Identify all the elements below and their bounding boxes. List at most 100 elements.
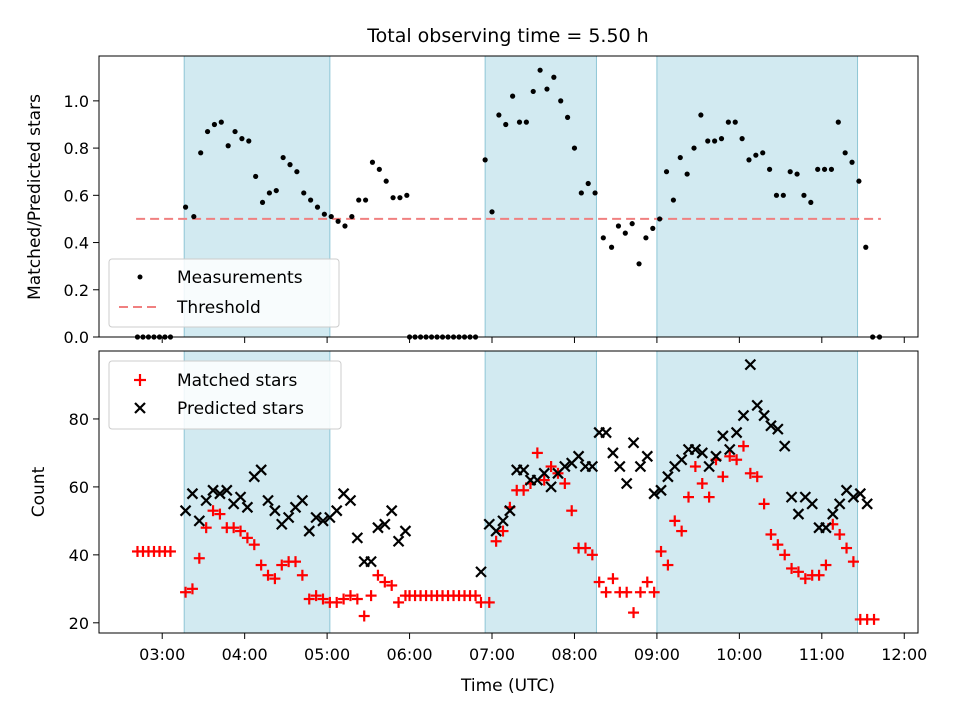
matched-point bbox=[358, 610, 370, 622]
measurement-point bbox=[218, 119, 224, 125]
measurement-point bbox=[362, 197, 369, 203]
measurement-point bbox=[670, 197, 676, 203]
top-legend: Measurements Threshold bbox=[108, 258, 340, 328]
x-tick-label: 10:00 bbox=[716, 645, 762, 664]
matched-point bbox=[470, 590, 482, 602]
matched-point bbox=[662, 559, 674, 571]
matched-point bbox=[386, 579, 398, 591]
matched-point bbox=[538, 474, 550, 486]
matched-point bbox=[559, 478, 571, 490]
bottom-y-axis-label: Count bbox=[29, 466, 49, 517]
x-tick-label: 06:00 bbox=[387, 645, 433, 664]
top-shaded-bands bbox=[183, 55, 859, 338]
predicted-point bbox=[847, 491, 860, 503]
measurement-point bbox=[287, 162, 293, 168]
matched-point bbox=[180, 586, 192, 598]
predicted-point bbox=[806, 498, 818, 510]
matched-point bbox=[799, 573, 811, 585]
measurement-point bbox=[376, 166, 382, 172]
matched-point bbox=[847, 556, 859, 568]
predicted-point bbox=[675, 453, 688, 466]
measurement-point bbox=[842, 150, 848, 156]
predicted-point bbox=[627, 436, 640, 449]
measurement-point bbox=[328, 213, 334, 220]
matched-point bbox=[621, 586, 633, 598]
figure-title: Total observing time = 5.50 h bbox=[366, 25, 648, 47]
top-x-ticks bbox=[161, 337, 905, 343]
measurement-point bbox=[622, 230, 628, 236]
measurement-point bbox=[849, 159, 855, 165]
matched-point bbox=[786, 562, 798, 574]
y-tick-label: 0.8 bbox=[64, 139, 89, 158]
measurement-point bbox=[578, 190, 584, 196]
measurement-point bbox=[773, 192, 780, 198]
matched-point bbox=[393, 596, 405, 608]
predicted-points bbox=[179, 358, 873, 578]
measurement-point bbox=[356, 197, 362, 203]
measurement-point bbox=[211, 121, 218, 128]
measurement-point bbox=[342, 223, 348, 229]
measurement-point bbox=[725, 119, 731, 125]
bottom-y-ticks: 20 40 60 80 bbox=[69, 410, 99, 633]
predicted-point bbox=[392, 535, 405, 548]
measurement-point bbox=[294, 169, 300, 175]
predicted-point bbox=[778, 440, 791, 452]
legend-predicted-label: Predicted stars bbox=[177, 399, 304, 419]
y-tick-label: 0.4 bbox=[64, 234, 89, 253]
y-tick-label: 80 bbox=[69, 410, 89, 429]
predicted-point bbox=[504, 504, 516, 517]
measurement-point bbox=[629, 221, 635, 227]
predicted-point bbox=[221, 484, 233, 497]
measurement-point bbox=[397, 195, 403, 201]
predicted-point bbox=[317, 515, 329, 527]
matched-point bbox=[737, 440, 749, 452]
matched-point bbox=[545, 461, 557, 473]
shaded-band bbox=[484, 55, 597, 338]
matched-point bbox=[269, 573, 281, 585]
matched-point bbox=[255, 559, 267, 571]
x-tick-label: 03:00 bbox=[139, 645, 185, 664]
predicted-point bbox=[655, 484, 667, 497]
predicted-point bbox=[475, 566, 487, 578]
shaded-band bbox=[484, 350, 597, 634]
predicted-point bbox=[241, 501, 254, 514]
measurement-point bbox=[684, 171, 690, 177]
predicted-point bbox=[269, 504, 281, 517]
measurement-point bbox=[712, 138, 718, 144]
predicted-point bbox=[296, 494, 309, 507]
measurement-point bbox=[753, 152, 759, 158]
predicted-point bbox=[234, 491, 247, 503]
matched-point bbox=[792, 566, 804, 578]
measurement-point bbox=[489, 209, 495, 215]
legend-predicted-marker bbox=[134, 402, 146, 414]
measurement-point bbox=[856, 178, 862, 184]
matched-point bbox=[338, 593, 350, 605]
legend-matched-label: Matched stars bbox=[177, 371, 297, 391]
matched-point bbox=[372, 569, 384, 581]
predicted-point bbox=[703, 460, 715, 473]
matched-point bbox=[724, 450, 736, 462]
predicted-point bbox=[689, 443, 702, 456]
matched-point bbox=[758, 498, 770, 510]
matched-point bbox=[207, 505, 219, 517]
measurement-point bbox=[253, 173, 259, 180]
measurement-point bbox=[308, 197, 314, 203]
predicted-point bbox=[717, 430, 729, 442]
matched-point bbox=[717, 471, 729, 483]
predicted-point bbox=[200, 494, 212, 507]
predicted-point bbox=[365, 555, 377, 568]
predicted-point bbox=[538, 467, 551, 480]
measurement-point bbox=[383, 178, 389, 184]
predicted-point bbox=[833, 498, 846, 510]
measurement-point bbox=[239, 136, 245, 142]
predicted-point bbox=[614, 460, 626, 473]
measurement-point bbox=[863, 244, 869, 250]
measurement-point bbox=[815, 166, 821, 172]
matched-point bbox=[248, 539, 260, 551]
predicted-point bbox=[861, 498, 873, 510]
matched-point bbox=[241, 532, 253, 544]
measurement-point bbox=[564, 114, 571, 120]
predicted-point bbox=[262, 494, 274, 507]
y-tick-label: 0.6 bbox=[64, 186, 89, 205]
measurement-points bbox=[134, 67, 883, 340]
